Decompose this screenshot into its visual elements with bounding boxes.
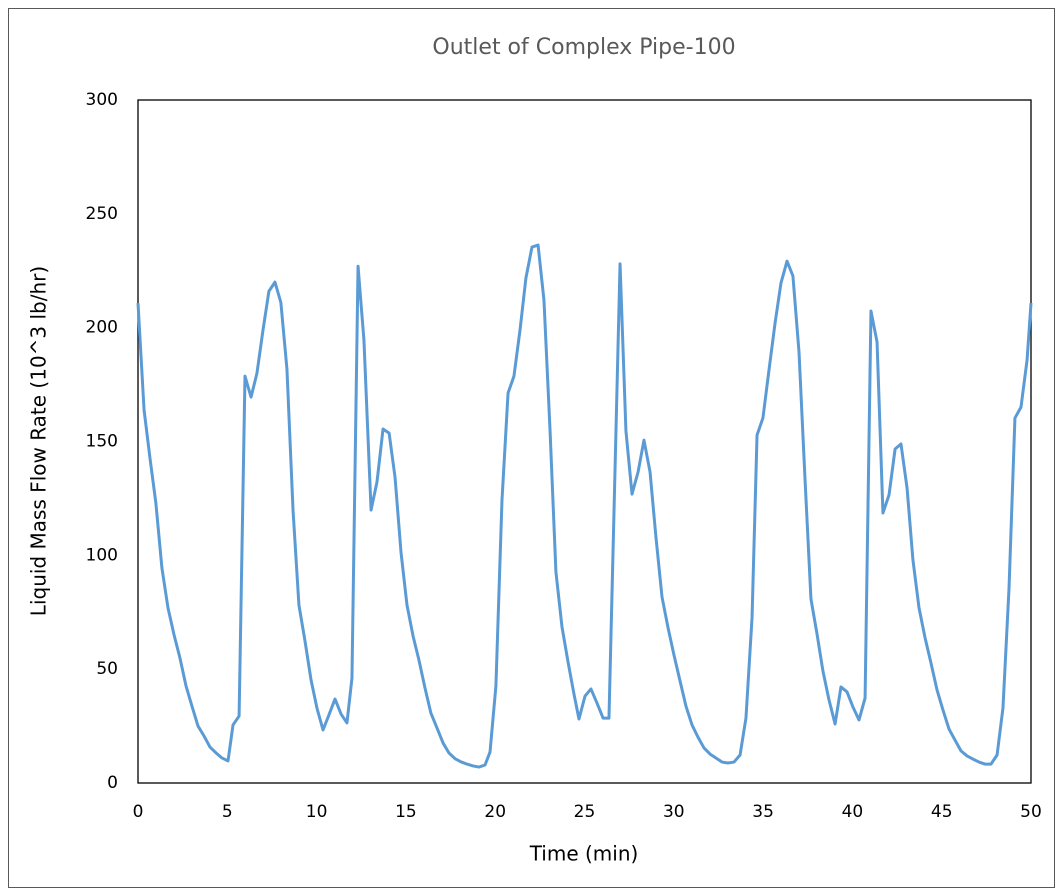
y-tick-label: 250	[86, 204, 118, 224]
x-tick-label: 25	[574, 802, 596, 822]
x-tick-label: 5	[222, 802, 233, 822]
y-tick-label: 100	[86, 545, 118, 565]
x-tick-label: 0	[133, 802, 144, 822]
x-tick-label: 45	[931, 802, 953, 822]
y-tick-label: 0	[107, 773, 118, 793]
x-tick-label: 30	[663, 802, 685, 822]
x-tick-label: 15	[395, 802, 417, 822]
y-tick-label: 300	[86, 90, 118, 110]
y-tick-label: 200	[86, 318, 118, 338]
chart-title: Outlet of Complex Pipe-100	[432, 35, 735, 60]
x-tick-label: 20	[484, 802, 506, 822]
data-line	[136, 243, 1033, 769]
y-tick-label: 50	[96, 659, 118, 679]
x-tick-label: 50	[1020, 802, 1042, 822]
y-axis-label: Liquid Mass Flow Rate (10^3 lb/hr)	[27, 266, 51, 616]
x-tick-label: 35	[752, 802, 774, 822]
x-tick-label: 10	[306, 802, 328, 822]
plot-area	[137, 99, 1032, 784]
x-axis-label: Time (min)	[529, 842, 639, 866]
y-tick-label: 150	[86, 432, 118, 452]
x-tick-label: 40	[842, 802, 864, 822]
